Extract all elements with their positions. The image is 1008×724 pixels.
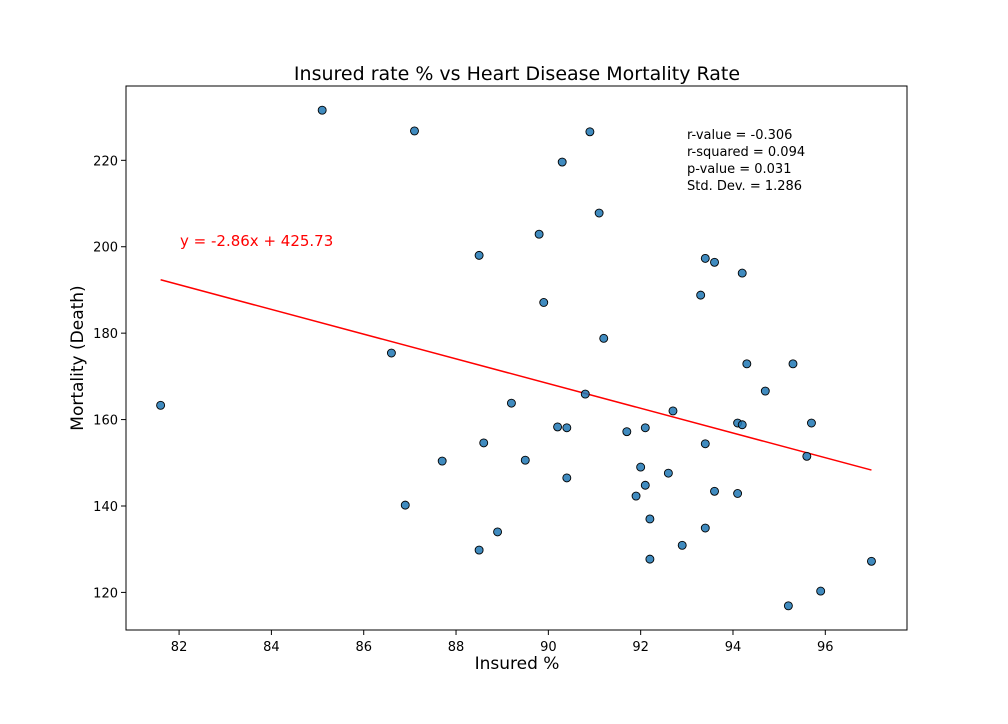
stats-line: r-squared = 0.094: [687, 145, 805, 160]
data-point: [867, 556, 876, 566]
data-point: [788, 359, 798, 369]
data-point: [474, 545, 484, 555]
data-point: [737, 420, 747, 430]
data-point: [645, 514, 655, 524]
stats-line: r-value = -0.306: [687, 128, 792, 143]
data-point: [557, 157, 567, 167]
data-point: [317, 105, 327, 115]
regression-line: [160, 279, 872, 471]
data-point: [816, 586, 826, 596]
data-point: [696, 290, 706, 300]
data-point: [562, 423, 572, 433]
chart-title: Insured rate % vs Heart Disease Mortalit…: [294, 63, 740, 85]
data-point: [640, 423, 650, 433]
data-point: [668, 406, 678, 416]
y-tick-label: 220: [93, 154, 118, 169]
data-point: [622, 427, 632, 437]
data-point: [640, 480, 650, 490]
x-tick-label: 90: [540, 640, 557, 655]
x-tick-label: 86: [355, 640, 372, 655]
data-point: [479, 438, 489, 448]
x-tick-label: 94: [725, 640, 742, 655]
data-point: [663, 468, 673, 478]
y-tick-label: 140: [93, 500, 118, 515]
data-point: [710, 257, 719, 267]
data-points: [156, 105, 876, 611]
data-point: [534, 229, 544, 239]
plot-area: 82 84 86 88 90 92 94 96 120 140 160 180 200 220: [93, 85, 908, 655]
data-point: [506, 398, 516, 408]
data-point: [156, 400, 166, 410]
x-tick-label: 92: [632, 640, 649, 655]
data-point: [580, 389, 590, 399]
data-point: [585, 127, 595, 137]
y-tick-label: 180: [93, 327, 118, 342]
y-tick-label: 160: [93, 414, 118, 429]
x-axis-label: Insured %: [475, 654, 560, 674]
data-point: [474, 250, 484, 260]
data-point: [807, 418, 816, 428]
data-point: [700, 523, 710, 533]
data-point: [733, 489, 743, 498]
data-point: [410, 126, 419, 136]
data-point: [437, 456, 447, 466]
data-point: [700, 253, 710, 263]
data-point: [737, 268, 747, 278]
data-point: [631, 491, 641, 501]
y-tick-label: 120: [93, 586, 118, 601]
x-tick-label: 96: [817, 640, 834, 655]
y-axis-label: Mortality (Death): [68, 285, 88, 430]
stats-line: p-value = 0.031: [687, 162, 791, 177]
data-point: [594, 208, 604, 218]
stats-annotation: r-value = -0.306 r-squared = 0.094 p-value…: [687, 128, 805, 194]
data-point: [562, 473, 572, 483]
data-point: [645, 554, 655, 564]
stats-line: Std. Dev. = 1.286: [687, 179, 802, 194]
regression-equation: y = -2.86x + 425.73: [180, 232, 333, 250]
data-point: [386, 348, 396, 358]
data-point: [783, 601, 793, 611]
data-point: [742, 359, 752, 369]
data-point: [520, 455, 530, 465]
data-point: [599, 333, 609, 343]
axes-frame: [125, 85, 908, 631]
data-point: [636, 462, 646, 472]
axis-ticks: 82 84 86 88 90 92 94 96 120 140 160 180 200 220: [93, 154, 833, 655]
data-point: [539, 298, 549, 307]
data-point: [553, 422, 563, 432]
y-tick-label: 200: [93, 241, 118, 256]
x-tick-label: 82: [171, 640, 188, 655]
data-point: [400, 500, 410, 510]
data-point: [493, 527, 503, 537]
data-point: [710, 486, 719, 496]
x-tick-label: 88: [448, 640, 465, 655]
data-point: [802, 451, 812, 461]
data-point: [700, 439, 710, 449]
data-point: [760, 386, 770, 396]
data-point: [677, 540, 687, 550]
x-tick-label: 84: [263, 640, 280, 655]
